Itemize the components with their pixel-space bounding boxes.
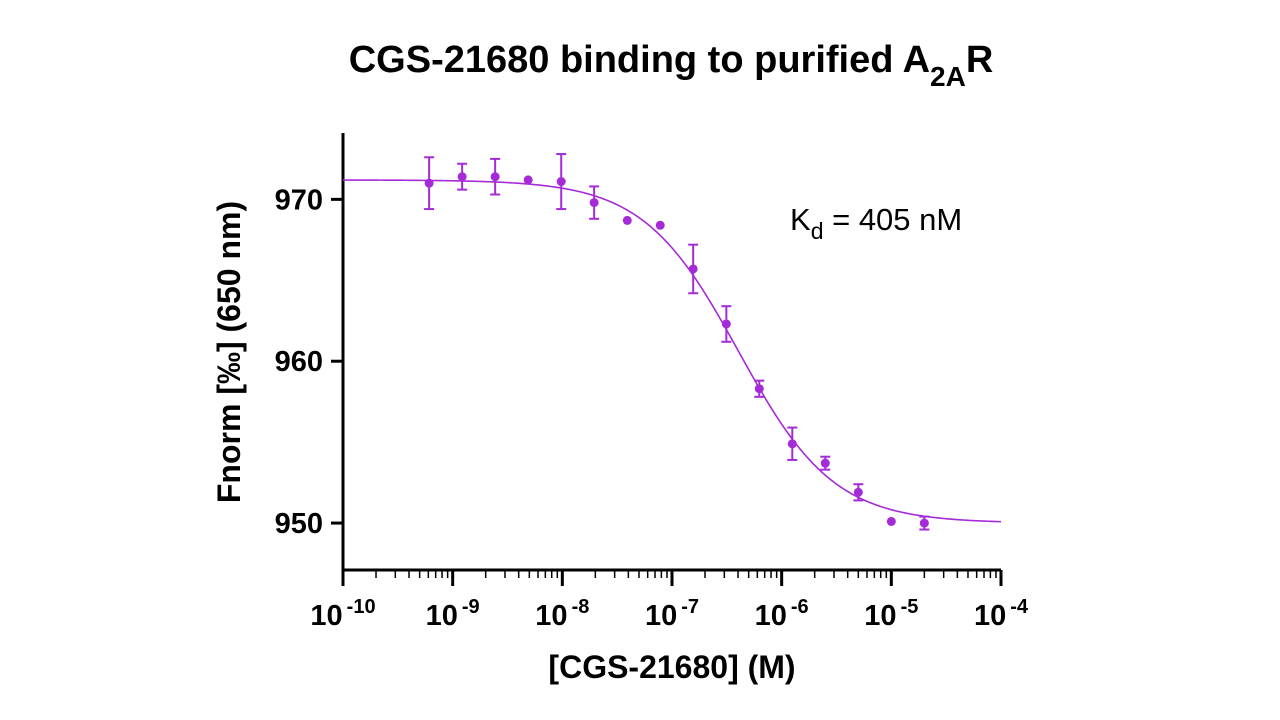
data-point bbox=[787, 439, 797, 449]
x-tick-label: 10 -9 bbox=[426, 596, 480, 632]
y-tick-label: 950 bbox=[275, 508, 323, 540]
data-point bbox=[457, 172, 467, 182]
kd-annotation-prefix: K bbox=[790, 202, 811, 237]
data-point bbox=[589, 198, 599, 208]
data-point bbox=[721, 319, 731, 329]
data-point bbox=[655, 220, 665, 230]
y-tick-label: 960 bbox=[275, 346, 323, 378]
kd-annotation: Kd = 405 nM bbox=[790, 202, 962, 244]
data-point bbox=[853, 487, 863, 497]
chart-title-subscript: 2A bbox=[930, 61, 966, 92]
axes bbox=[341, 133, 1001, 572]
fit-curve bbox=[343, 179, 1002, 523]
kd-annotation-subscript: d bbox=[811, 218, 824, 244]
data-point bbox=[754, 384, 764, 394]
y-tick-label: 970 bbox=[275, 184, 323, 216]
chart-title-suffix: R bbox=[966, 39, 993, 81]
y-ticks: 950 960 970 bbox=[275, 184, 343, 540]
x-tick-label: 10 -8 bbox=[535, 596, 589, 632]
kd-annotation-value: = 405 nM bbox=[823, 202, 962, 237]
x-axis-label: [CGS-21680] (M) bbox=[548, 649, 795, 685]
data-point bbox=[523, 175, 533, 185]
data-point bbox=[622, 215, 632, 225]
data-point bbox=[919, 518, 929, 528]
points-layer bbox=[424, 153, 930, 531]
x-tick-label: 10 -6 bbox=[755, 596, 809, 632]
x-tick-label: 10 -7 bbox=[645, 596, 699, 632]
data-point bbox=[424, 178, 434, 188]
data-point bbox=[556, 177, 566, 187]
data-point bbox=[820, 458, 830, 468]
y-axis-label: Fnorm [‰] (650 nm) bbox=[211, 201, 247, 503]
x-ticks: 10 -10 10 -9 10 -8 10 -7 10 -6 10 -5 10 -4 bbox=[310, 570, 1029, 632]
x-tick-label: 10 -5 bbox=[864, 596, 918, 632]
data-point bbox=[490, 172, 500, 182]
fit-layer bbox=[343, 179, 1002, 523]
data-point bbox=[688, 264, 698, 274]
data-point bbox=[886, 516, 896, 526]
chart-title: CGS-21680 binding to purified A2AR bbox=[349, 39, 994, 92]
x-tick-label: 10 -4 bbox=[974, 596, 1029, 632]
x-tick-label: 10 -10 bbox=[310, 596, 375, 632]
